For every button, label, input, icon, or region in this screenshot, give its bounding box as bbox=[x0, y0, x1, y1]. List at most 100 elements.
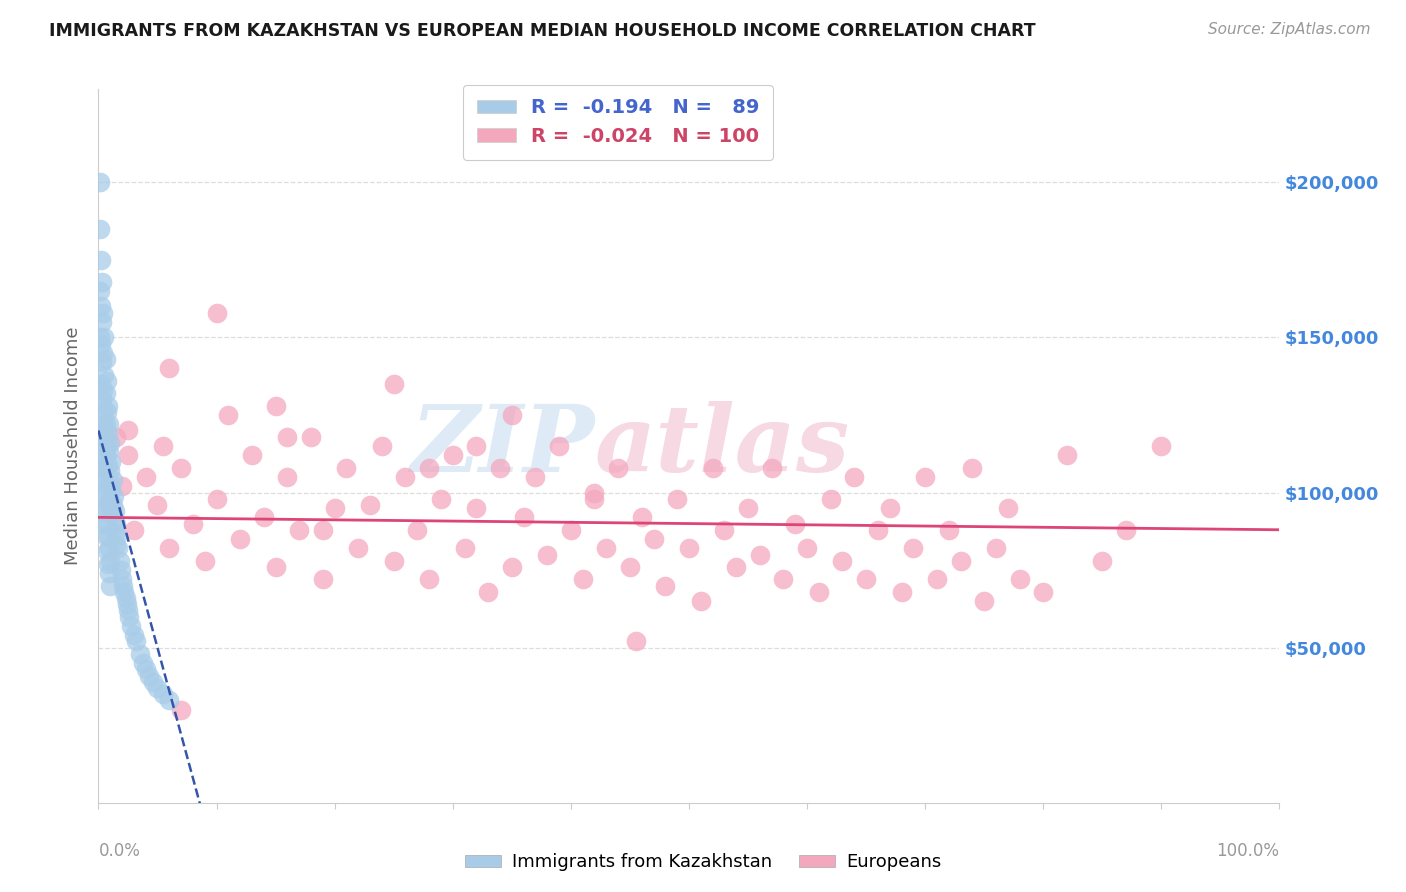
Point bbox=[146, 498, 169, 512]
Point bbox=[583, 485, 606, 500]
Point bbox=[299, 430, 322, 444]
Point bbox=[91, 424, 114, 438]
Point bbox=[1115, 523, 1137, 537]
Point bbox=[1032, 584, 1054, 599]
Point bbox=[96, 544, 118, 558]
Point bbox=[382, 554, 405, 568]
Point bbox=[98, 491, 121, 506]
Point bbox=[97, 557, 120, 571]
Text: ZIP: ZIP bbox=[411, 401, 595, 491]
Legend: R =  -0.194   N =   89, R =  -0.024   N = 100: R = -0.194 N = 89, R = -0.024 N = 100 bbox=[463, 85, 773, 160]
Point bbox=[914, 470, 936, 484]
Point bbox=[94, 352, 117, 367]
Point bbox=[111, 573, 134, 587]
Point bbox=[105, 538, 128, 552]
Point bbox=[105, 516, 128, 531]
Point bbox=[98, 566, 121, 581]
Point bbox=[477, 584, 499, 599]
Point bbox=[571, 573, 593, 587]
Point bbox=[94, 417, 117, 432]
Point bbox=[101, 498, 124, 512]
Point bbox=[91, 454, 114, 468]
Point bbox=[98, 436, 121, 450]
Point bbox=[138, 668, 160, 682]
Point bbox=[89, 330, 111, 344]
Point bbox=[91, 470, 114, 484]
Text: Source: ZipAtlas.com: Source: ZipAtlas.com bbox=[1208, 22, 1371, 37]
Point bbox=[96, 405, 118, 419]
Point bbox=[135, 662, 157, 676]
Point bbox=[371, 439, 394, 453]
Point bbox=[925, 573, 948, 587]
Point bbox=[98, 417, 121, 432]
Point bbox=[89, 460, 111, 475]
Point bbox=[146, 681, 169, 695]
Point bbox=[831, 554, 853, 568]
Point bbox=[104, 504, 127, 518]
Point bbox=[128, 647, 150, 661]
Point bbox=[465, 501, 488, 516]
Point bbox=[654, 579, 676, 593]
Text: 100.0%: 100.0% bbox=[1216, 842, 1279, 860]
Point bbox=[112, 579, 135, 593]
Point bbox=[132, 656, 155, 670]
Point bbox=[103, 489, 125, 503]
Point bbox=[264, 560, 287, 574]
Point bbox=[844, 470, 866, 484]
Point bbox=[394, 470, 416, 484]
Point bbox=[465, 439, 488, 453]
Point bbox=[560, 523, 582, 537]
Point bbox=[240, 448, 263, 462]
Point bbox=[595, 541, 617, 556]
Point bbox=[101, 473, 124, 487]
Point bbox=[122, 523, 145, 537]
Point bbox=[152, 439, 174, 453]
Point bbox=[619, 560, 641, 574]
Point bbox=[125, 634, 148, 648]
Point bbox=[93, 401, 115, 416]
Point bbox=[117, 448, 139, 462]
Point bbox=[264, 399, 287, 413]
Point bbox=[91, 355, 114, 369]
Point bbox=[110, 563, 132, 577]
Point bbox=[748, 548, 770, 562]
Point bbox=[737, 501, 759, 516]
Point bbox=[97, 458, 120, 472]
Point bbox=[122, 628, 145, 642]
Point bbox=[93, 368, 115, 382]
Point bbox=[91, 346, 114, 360]
Point bbox=[761, 460, 783, 475]
Point bbox=[91, 417, 114, 432]
Point bbox=[97, 399, 120, 413]
Point bbox=[973, 594, 995, 608]
Point bbox=[117, 603, 139, 617]
Point bbox=[117, 424, 139, 438]
Text: 0.0%: 0.0% bbox=[98, 842, 141, 860]
Point bbox=[103, 513, 125, 527]
Point bbox=[181, 516, 204, 531]
Point bbox=[112, 584, 135, 599]
Point bbox=[406, 523, 429, 537]
Point bbox=[96, 439, 118, 453]
Point bbox=[94, 501, 117, 516]
Point bbox=[93, 516, 115, 531]
Point bbox=[105, 430, 128, 444]
Point bbox=[359, 498, 381, 512]
Point bbox=[453, 541, 475, 556]
Point bbox=[98, 501, 121, 516]
Point bbox=[441, 448, 464, 462]
Point bbox=[418, 460, 440, 475]
Point bbox=[90, 439, 112, 453]
Point bbox=[118, 609, 141, 624]
Point bbox=[142, 674, 165, 689]
Point bbox=[796, 541, 818, 556]
Point bbox=[512, 510, 534, 524]
Point bbox=[93, 330, 115, 344]
Point bbox=[94, 386, 117, 401]
Point bbox=[98, 476, 121, 491]
Point bbox=[1091, 554, 1114, 568]
Point bbox=[312, 523, 335, 537]
Point bbox=[98, 579, 121, 593]
Point bbox=[96, 516, 118, 531]
Point bbox=[607, 460, 630, 475]
